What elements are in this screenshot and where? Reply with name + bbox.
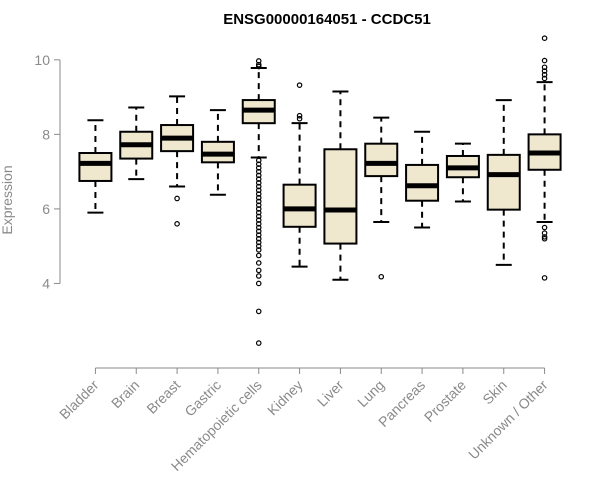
y-tick-label: 6	[42, 201, 50, 217]
outlier-point	[255, 280, 262, 287]
outlier-point	[255, 243, 262, 249]
outlier-point	[255, 161, 262, 167]
y-tick-label: 8	[42, 126, 50, 142]
outlier-point	[255, 217, 262, 223]
outlier-point	[378, 273, 385, 280]
outlier-point	[255, 267, 262, 274]
x-tick-label: Lung	[354, 377, 387, 410]
y-tick-label: 4	[42, 275, 50, 291]
outlier-point	[541, 275, 548, 281]
outlier-point	[255, 202, 262, 208]
outlier-point	[174, 195, 180, 202]
outlier-point	[541, 71, 548, 78]
outlier-point	[255, 247, 262, 253]
x-tick-label: Bladder	[56, 377, 102, 423]
outlier-point	[255, 340, 262, 346]
y-axis: 4 6 8 10	[34, 52, 61, 291]
outlier-point	[296, 115, 303, 122]
outlier-point	[255, 239, 262, 246]
box-group	[282, 82, 317, 268]
outlier-point	[296, 82, 303, 88]
iqr-box	[78, 152, 113, 182]
outlier-point	[255, 260, 262, 266]
outlier-point	[296, 112, 303, 119]
box-group	[160, 95, 195, 227]
outlier-point	[255, 308, 262, 315]
outlier-point	[255, 168, 262, 175]
iqr-box	[364, 142, 399, 178]
x-tick-label: Breast	[143, 377, 183, 417]
outlier-point	[255, 221, 262, 227]
outlier-point	[255, 61, 262, 68]
iqr-box	[323, 148, 358, 245]
outlier-point	[255, 165, 262, 171]
outlier-point	[255, 58, 262, 64]
box-group	[78, 119, 113, 214]
x-tick-label: Brain	[108, 377, 142, 411]
outlier-point	[255, 191, 262, 197]
outlier-point	[255, 235, 262, 242]
outlier-point	[255, 273, 262, 279]
outlier-point	[255, 213, 262, 220]
plot-area	[78, 35, 562, 346]
x-tick-label: Prostate	[421, 377, 469, 425]
outlier-point	[255, 172, 262, 179]
outlier-point	[541, 35, 548, 42]
box-group	[486, 99, 521, 266]
outlier-point	[541, 234, 548, 240]
box-group	[364, 116, 399, 280]
y-axis-label: Expression	[0, 165, 15, 234]
box-group	[200, 109, 235, 196]
x-tick-label: Liver	[314, 377, 347, 410]
iqr-box	[405, 163, 440, 202]
outlier-point	[255, 194, 262, 201]
outlier-point	[541, 57, 548, 64]
outlier-point	[541, 64, 548, 71]
box-group	[445, 142, 480, 203]
outlier-point	[255, 209, 262, 216]
outlier-point	[541, 75, 548, 82]
box-group	[405, 130, 440, 229]
outlier-point	[255, 183, 262, 190]
x-tick-label: Skin	[479, 377, 510, 408]
box-group	[241, 58, 276, 346]
box-group	[323, 90, 358, 281]
outlier-point	[255, 157, 262, 164]
outlier-point	[255, 224, 262, 231]
iqr-box	[486, 153, 521, 211]
outlier-point	[255, 228, 262, 235]
outlier-point	[541, 68, 548, 74]
outlier-point	[255, 187, 262, 194]
outlier-point	[541, 235, 548, 242]
outlier-point	[255, 206, 262, 212]
iqr-box	[282, 183, 317, 228]
outlier-point	[541, 224, 548, 231]
box-group	[119, 106, 154, 181]
outlier-point	[255, 176, 262, 182]
outlier-point	[255, 198, 262, 205]
outlier-point	[174, 221, 180, 227]
outlier-point	[255, 63, 262, 70]
outlier-point	[541, 230, 548, 236]
y-tick-label: 10	[34, 52, 50, 68]
x-tick-label: Kidney	[264, 377, 306, 419]
chart-title: ENSG00000164051 - CCDC51	[223, 11, 431, 28]
outlier-point	[255, 252, 262, 259]
outlier-point	[255, 232, 262, 238]
outlier-point	[255, 180, 262, 186]
box-group	[527, 35, 562, 281]
